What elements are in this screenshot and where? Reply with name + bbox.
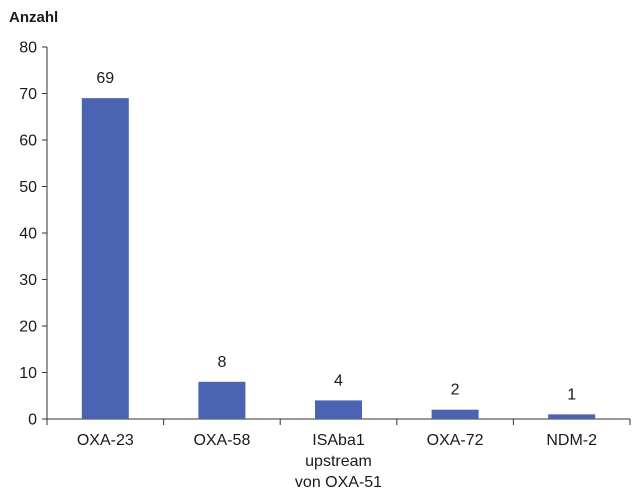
- x-tick-label: OXA-58: [193, 432, 250, 449]
- y-axis: 0 10 20 30 40 50 60 70 80: [19, 40, 48, 429]
- x-tick-label: NDM-2: [546, 432, 597, 449]
- y-tick-label: 0: [28, 412, 37, 429]
- y-tick-label: 10: [19, 365, 37, 382]
- bar: [315, 400, 362, 419]
- data-label: 2: [451, 382, 460, 399]
- x-axis: OXA-23 OXA-58 ISAba1 upstream von OXA-51 OXA-…: [46, 418, 631, 491]
- data-labels: 69 8 4 2 1: [96, 70, 576, 403]
- bar: [198, 381, 246, 419]
- y-tick-label: 80: [19, 40, 37, 57]
- x-tick-label: ISAba1 upstream von OXA-51: [295, 432, 382, 491]
- y-axis-label: Anzahl: [9, 9, 58, 26]
- y-tick-label: 40: [19, 226, 37, 243]
- data-label: 8: [217, 354, 226, 371]
- bars: [81, 98, 596, 420]
- data-label: 4: [334, 372, 343, 389]
- y-tick-label: 60: [19, 133, 37, 150]
- y-tick-label: 50: [19, 179, 37, 196]
- bar: [431, 409, 479, 419]
- x-tick-label: OXA-23: [77, 432, 134, 449]
- bar: [81, 98, 129, 420]
- data-label: 1: [567, 386, 576, 403]
- x-tick-label: OXA-72: [427, 432, 484, 449]
- y-tick-label: 70: [19, 86, 37, 103]
- y-tick-label: 20: [19, 319, 37, 336]
- data-label: 69: [96, 70, 114, 87]
- bar: [548, 414, 596, 419]
- y-tick-label: 30: [19, 272, 37, 289]
